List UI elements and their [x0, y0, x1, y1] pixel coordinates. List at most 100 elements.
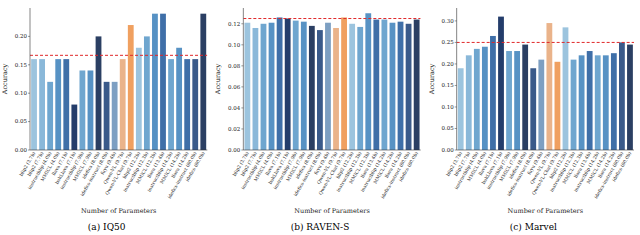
bar — [627, 45, 633, 150]
reference-line — [30, 55, 207, 56]
y-tick-label: 0.05 — [15, 118, 28, 124]
panel: 0.000.050.100.150.200.250.30blip2 (3.7b)… — [428, 8, 634, 232]
x-tick-label: idefics (80.0b) — [185, 151, 206, 183]
bar — [136, 48, 142, 150]
bar — [482, 47, 488, 150]
bar — [244, 23, 250, 150]
bar — [390, 23, 396, 150]
bar — [587, 51, 593, 150]
bar — [619, 42, 625, 150]
bar — [357, 27, 363, 150]
x-axis — [30, 150, 207, 151]
bar — [269, 23, 275, 150]
y-tick-label: 0.15 — [441, 82, 454, 88]
y-tick-label: 0.04 — [228, 105, 241, 111]
bar — [555, 62, 561, 150]
y-tick-label: 0.00 — [15, 147, 28, 153]
figure: 0.000.050.100.150.20blip2 (3.7b)blip2 (7… — [0, 0, 640, 235]
y-axis — [243, 8, 244, 150]
y-tick-label: 0.05 — [441, 125, 454, 131]
bar — [88, 70, 94, 150]
bar — [192, 59, 198, 150]
bar — [522, 45, 528, 150]
x-axis — [457, 150, 634, 151]
bar — [349, 24, 355, 150]
bar — [63, 59, 69, 150]
x-axis — [243, 150, 420, 151]
bar — [293, 21, 299, 150]
x-axis-label: Number of Parameters — [294, 207, 369, 215]
bar — [414, 20, 420, 150]
y-axis-label: Accuracy — [214, 63, 222, 95]
x-tick-label: idefics (80.0b) — [611, 151, 632, 183]
bars — [457, 17, 634, 150]
bar — [39, 59, 45, 150]
y-tick-label: 0.15 — [15, 62, 28, 68]
bar — [373, 20, 379, 150]
bar — [253, 28, 259, 150]
y-tick-label: 0.06 — [228, 84, 241, 90]
bar — [538, 60, 544, 150]
y-tick-label: 0.20 — [441, 61, 454, 67]
y-tick-label: 0.00 — [441, 147, 454, 153]
bar — [160, 14, 166, 150]
caption: (a) IQ50 — [88, 222, 126, 232]
reference-line — [243, 18, 420, 19]
bar — [365, 13, 371, 150]
bar — [55, 59, 61, 150]
y-axis-label: Accuracy — [428, 63, 436, 95]
bars — [243, 13, 420, 150]
y-tick-label: 0.25 — [441, 39, 454, 45]
bars — [30, 14, 207, 150]
reference-line — [457, 42, 634, 43]
bar — [333, 28, 339, 150]
y-axis — [30, 8, 31, 150]
bar — [506, 51, 512, 150]
y-tick-label: 0.12 — [228, 21, 240, 27]
bar — [595, 55, 601, 150]
y-axis — [456, 8, 457, 150]
bar — [563, 27, 569, 150]
bar — [31, 59, 37, 150]
bar — [498, 17, 504, 150]
bar — [277, 17, 283, 150]
bar — [571, 60, 577, 150]
bar — [530, 68, 536, 150]
y-axis-label: Accuracy — [1, 63, 9, 95]
bar — [466, 55, 472, 150]
y-tick-label: 0.30 — [441, 18, 454, 24]
bar — [200, 14, 206, 150]
x-axis-label: Number of Parameters — [508, 207, 583, 215]
bar — [514, 51, 520, 150]
bar — [398, 22, 404, 150]
x-axis-label: Number of Parameters — [81, 207, 156, 215]
caption: (b) RAVEN-S — [291, 222, 350, 232]
caption: (c) Marvel — [510, 222, 557, 232]
bar — [301, 22, 307, 150]
bar — [79, 70, 85, 150]
bar — [285, 19, 291, 150]
panel: 0.000.050.100.150.20blip2 (3.7b)blip2 (7… — [1, 8, 207, 232]
panel: 0.000.020.040.060.080.100.12blip2 (3.7b)… — [214, 8, 420, 232]
bar — [184, 59, 190, 150]
bar — [144, 36, 150, 150]
x-tick-label: idefics (80.0b) — [398, 151, 419, 183]
bar — [490, 36, 496, 150]
bar — [474, 49, 480, 150]
bar — [261, 24, 267, 150]
bar — [96, 36, 102, 150]
bar — [381, 20, 387, 150]
bar — [325, 23, 331, 150]
bar — [47, 82, 53, 150]
bar — [579, 55, 585, 150]
y-tick-label: 0.00 — [228, 147, 241, 153]
y-tick-label: 0.10 — [15, 90, 28, 96]
bar — [458, 68, 464, 150]
bar — [71, 105, 77, 150]
bar — [341, 17, 347, 150]
bar — [152, 14, 158, 150]
y-tick-label: 0.20 — [15, 33, 28, 39]
bar — [611, 53, 617, 150]
y-tick-label: 0.10 — [441, 104, 454, 110]
bar — [168, 59, 174, 150]
